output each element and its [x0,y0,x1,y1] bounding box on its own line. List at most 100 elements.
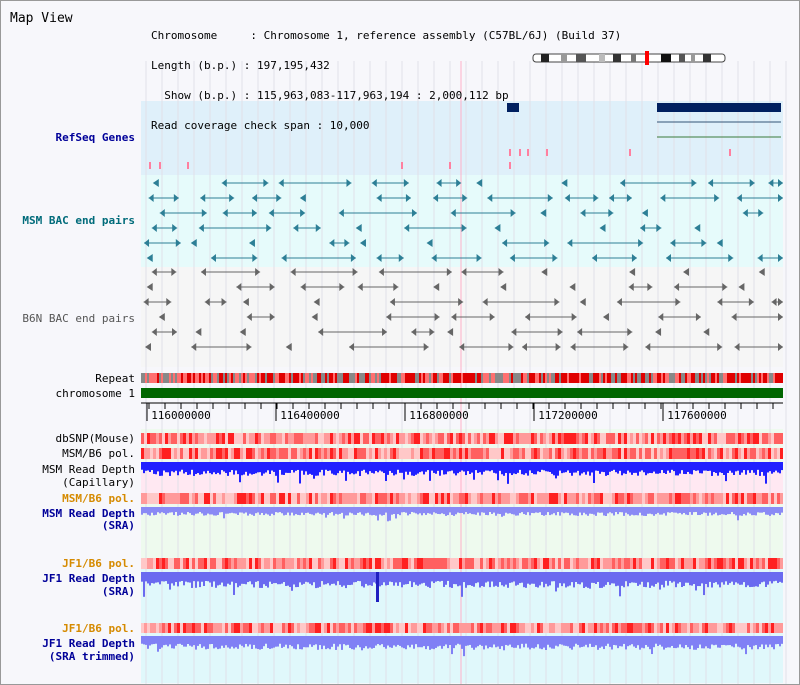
jf1-pol-stripe [555,558,558,569]
jf1-pol2-stripe [507,623,510,633]
label-jf1-depth-trim[interactable]: JF1 Read Depth [42,637,135,650]
label-jf1-b6-pol-2[interactable]: JF1/B6 pol. [62,622,135,635]
jf1-trim-depth-bar [431,636,433,649]
msm-capillary-depth-bar [401,462,403,473]
msm-capillary-depth-bar [143,462,145,474]
msm-pol-stripe [345,448,348,459]
label-dbsnp[interactable]: dbSNP(Mouse) [55,432,135,445]
repeat-segment [573,373,575,383]
msm-pol2-stripe [240,493,243,504]
msm-bac-end [476,179,483,187]
repeat-segment [523,373,525,383]
label-jf1-depth-trim-sub: (SRA trimmed) [48,650,135,663]
jf1-pol2-stripe [477,623,480,633]
repeat-segment [201,373,203,383]
jf1-sra-depth-bar [753,572,755,587]
jf1-trim-depth-bar [153,636,155,645]
jf1-pol-stripe [717,558,720,569]
label-b6n-bac[interactable]: B6N BAC end pairs [22,312,135,325]
msm-pol-stripe [657,448,660,459]
jf1-sra-depth-bar [277,572,279,585]
msm-sra-depth-bar [517,507,519,516]
jf1-sra-depth-bar [515,572,517,586]
msm-capillary-depth-bar [663,462,665,473]
repeat-segment [165,373,167,383]
jf1-trim-depth-bar [563,636,565,646]
jf1-pol2-stripe [513,623,516,633]
label-msm-bac[interactable]: MSM BAC end pairs [22,214,135,227]
jf1-trim-depth-bar [391,636,393,648]
jf1-trim-depth-bar [701,636,703,649]
repeat-segment [471,373,473,383]
msm-sra-depth-bar [607,507,609,514]
jf1-pol-stripe [288,558,291,569]
msm-sra-depth-bar [173,507,175,516]
dbsnp-stripe [306,433,309,444]
msm-bac-end [266,224,272,232]
msm-capillary-depth-bar [271,462,273,471]
jf1-trim-depth-bar [237,636,239,649]
repeat-segment [639,373,641,383]
jf1-pol2-stripe [480,623,483,633]
jf1-sra-depth-bar [177,572,179,587]
jf1-trim-depth-bar [473,636,475,650]
jf1-pol-stripe [705,558,708,569]
label-msm-depth-sra[interactable]: MSM Read Depth [42,507,135,520]
msm-sra-depth-bar [757,507,759,513]
jf1-sra-depth-bar [489,572,491,588]
jf1-trim-depth-bar [479,636,481,645]
repeat-segment [421,373,423,383]
repeat-segment [599,373,601,383]
ideogram-band [691,54,695,62]
dbsnp-stripe [558,433,561,444]
jf1-trim-depth-bar [519,636,521,649]
msm-pol2-stripe [624,493,627,504]
msm-pol2-stripe [609,493,612,504]
jf1-pol-stripe [543,558,546,569]
label-refseq-genes[interactable]: RefSeq Genes [55,131,135,144]
msm-pol2-stripe [777,493,780,504]
jf1-trim-depth-bar [509,636,511,645]
jf1-pol-stripe [612,558,615,569]
label-repeat[interactable]: Repeat [95,372,135,385]
b6n-bac-end [204,298,210,306]
jf1-sra-depth-bar [599,572,601,588]
label-msm-b6-pol-2[interactable]: MSM/B6 pol. [62,492,135,505]
jf1-pol2-stripe [393,623,396,633]
msm-pol2-stripe [150,493,153,504]
jf1-sra-depth-bar [551,572,553,582]
msm-pol-stripe [249,448,252,459]
jf1-pol2-stripe [495,623,498,633]
msm-sra-depth-bar [719,507,721,515]
label-jf1-depth-sra[interactable]: JF1 Read Depth [42,572,135,585]
jf1-sra-depth-bar [433,572,435,584]
jf1-trim-depth-bar [441,636,443,649]
repeat-segment [219,373,221,383]
msm-pol-stripe [192,448,195,459]
jf1-trim-depth-bar [739,636,741,648]
repeat-segment [601,373,603,383]
msm-sra-depth-bar [149,507,151,516]
msm-capillary-depth-bar [433,462,435,473]
jf1-pol-stripe [744,558,747,569]
msm-pol-stripe [339,448,342,459]
label-msm-depth-capillary[interactable]: MSM Read Depth [42,463,135,476]
msm-pol-stripe [477,448,480,459]
jf1-trim-depth-bar [569,636,571,649]
msm-pol2-stripe [192,493,195,504]
dbsnp-stripe [756,433,759,444]
repeat-segment [781,373,783,383]
jf1-sra-depth-bar [255,572,257,582]
b6n-bac-end [674,283,680,291]
label-msm-b6-pol-1[interactable]: MSM/B6 pol. [62,447,135,460]
msm-bac-end [403,179,409,187]
msm-pol-stripe [294,448,297,459]
dbsnp-stripe [456,433,459,444]
repeat-segment [779,373,781,383]
b6n-bac-end [778,298,783,306]
msm-pol-stripe [690,448,693,459]
label-jf1-b6-pol-1[interactable]: JF1/B6 pol. [62,557,135,570]
dbsnp-stripe [462,433,465,444]
msm-sra-depth-bar [407,507,409,516]
jf1-sra-depth-bar [393,572,395,586]
